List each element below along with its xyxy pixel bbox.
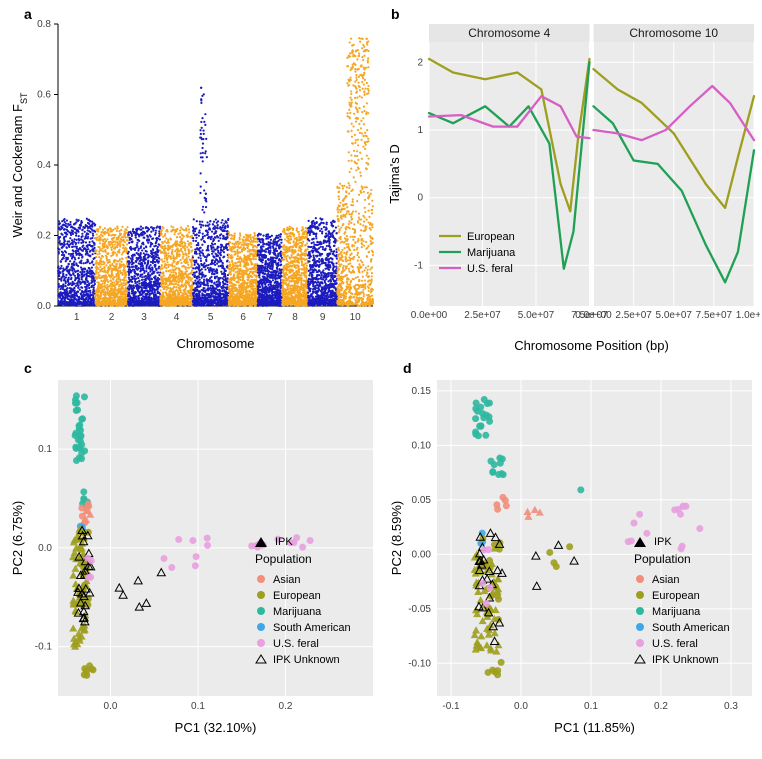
svg-text:0.0: 0.0	[37, 301, 51, 312]
pca-plot-d: -0.10.00.10.20.3-0.10-0.050.000.050.100.…	[385, 360, 760, 740]
panel-d-label: d	[403, 360, 412, 376]
panel-a-label: a	[24, 6, 32, 22]
panel-a: a 0.00.20.40.60.812345678910ChromosomeWe…	[6, 6, 381, 356]
svg-text:0.8: 0.8	[37, 19, 51, 30]
panel-c: c 0.00.10.2-0.10.00.1PC1 (32.10%)PC2 (6.…	[6, 360, 381, 740]
svg-text:0.6: 0.6	[37, 90, 51, 101]
svg-text:0.2: 0.2	[37, 231, 51, 242]
tajimas-d-plot: -1012Tajima's DChromosome Position (bp)C…	[385, 6, 760, 356]
svg-text:0.4: 0.4	[37, 160, 51, 171]
pca-plot-c: 0.00.10.2-0.10.00.1PC1 (32.10%)PC2 (6.75…	[6, 360, 381, 740]
manhattan-plot: 0.00.20.40.60.812345678910ChromosomeWeir…	[6, 6, 381, 356]
panel-b: b -1012Tajima's DChromosome Position (bp…	[385, 6, 760, 356]
panel-c-label: c	[24, 360, 32, 376]
panel-d: d -0.10.00.10.20.3-0.10-0.050.000.050.10…	[385, 360, 760, 740]
panel-b-label: b	[391, 6, 400, 22]
